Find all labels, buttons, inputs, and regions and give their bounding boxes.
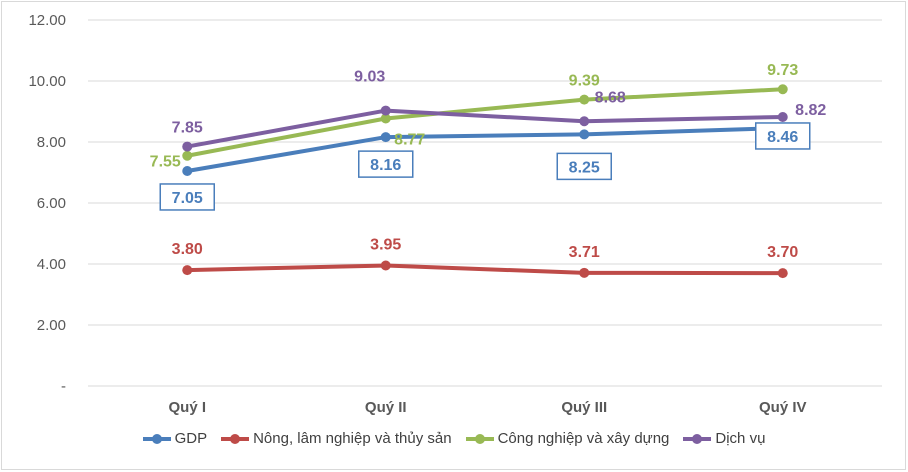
data-label-box (358, 150, 414, 178)
data-label: 7.05 (172, 190, 203, 207)
legend-label: GDP (174, 430, 208, 447)
data-label: 9.73 (767, 62, 798, 79)
data-label-box (159, 183, 215, 211)
data-label: 8.77 (394, 132, 425, 149)
data-label-box (556, 152, 612, 181)
data-point (380, 132, 391, 143)
data-point (579, 129, 590, 140)
data-label: 8.25 (569, 159, 600, 176)
data-point (579, 267, 590, 278)
y-tick-label: 8.00 (37, 134, 66, 151)
series-line-2 (186, 87, 783, 158)
data-point (579, 94, 590, 105)
data-point (380, 113, 391, 124)
legend-item: Dịch vụ (683, 430, 765, 447)
data-label: 8.46 (767, 129, 798, 146)
data-point (182, 150, 193, 161)
legend: GDP Nông, lâm nghiệp và thủy sản Công nghi… (0, 430, 908, 447)
data-point (380, 105, 391, 116)
data-label: 7.85 (172, 120, 203, 137)
x-tick-label: Quý II (365, 399, 407, 416)
data-label: 9.03 (354, 69, 385, 86)
legend-item: Nông, lâm nghiệp và thủy sản (221, 430, 452, 447)
y-tick-label: 12.00 (28, 12, 66, 29)
legend-label: Dịch vụ (715, 430, 766, 447)
legend-swatch (142, 433, 171, 444)
data-label: 3.71 (569, 244, 600, 261)
data-label: 3.80 (172, 241, 203, 258)
data-point (777, 84, 788, 95)
legend-label: Nông, lâm nghiệp và thủy sản (253, 430, 452, 447)
data-point (182, 165, 193, 176)
x-tick-label: Quý IV (759, 399, 807, 416)
legend-swatch (683, 433, 712, 444)
data-point (777, 268, 788, 279)
y-tick-label: 6.00 (37, 195, 66, 212)
data-point (380, 260, 391, 271)
x-tick-label: Quý I (168, 399, 206, 416)
legend-label: Công nghiệp và xây dựng (497, 430, 670, 447)
series-line-0 (186, 125, 783, 173)
data-label: 3.70 (767, 244, 798, 261)
series-line-3 (186, 108, 783, 149)
data-point (182, 141, 193, 152)
y-tick-label: 2.00 (37, 317, 66, 334)
data-label: 8.16 (370, 157, 401, 174)
legend-item: Công nghiệp và xây dựng (465, 430, 670, 447)
legend-item: GDP (142, 430, 208, 447)
y-tick-label: - (61, 378, 66, 395)
data-label: 9.39 (569, 73, 600, 90)
legend-swatch (465, 433, 494, 444)
data-point (182, 265, 193, 276)
data-label: 7.55 (150, 154, 181, 171)
data-point (579, 116, 590, 127)
y-tick-label: 4.00 (37, 256, 66, 273)
x-tick-label: Quý III (561, 399, 607, 416)
data-label: 8.82 (795, 102, 826, 119)
data-label: 8.68 (595, 89, 626, 106)
data-point (777, 111, 788, 122)
data-label-box (755, 122, 811, 150)
legend-swatch (221, 433, 250, 444)
y-tick-label: 10.00 (28, 73, 66, 90)
series-line-1 (187, 263, 783, 276)
data-label: 3.95 (370, 237, 401, 254)
